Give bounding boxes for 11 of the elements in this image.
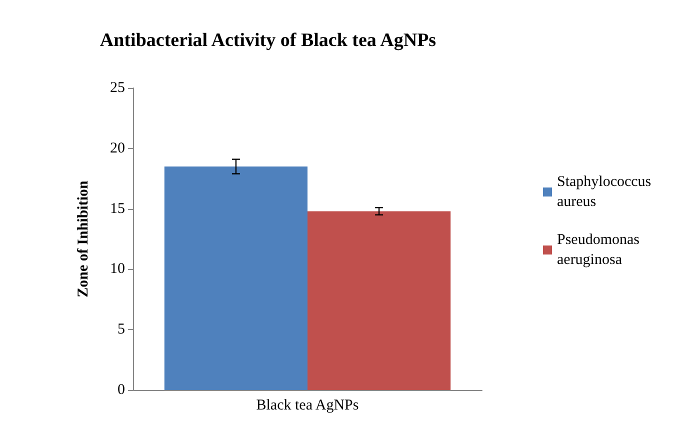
y-tick-label: 10: [110, 261, 125, 278]
y-axis-title: Zone of Inhibition: [76, 180, 92, 298]
chart-title: Antibacterial Activity of Black tea AgNPs: [100, 30, 436, 51]
legend-label: Staphylococcus aureus: [557, 174, 655, 210]
y-tick-label: 0: [118, 382, 125, 398]
y-tick-label: 25: [110, 80, 125, 96]
x-tick-label: Black tea AgNPs: [256, 398, 359, 414]
y-tick-label: 15: [110, 200, 125, 217]
legend-label: Pseudomonas aeruginosa: [557, 232, 644, 268]
y-tick-label: 5: [118, 322, 125, 338]
y-tick-label: 20: [110, 140, 125, 156]
